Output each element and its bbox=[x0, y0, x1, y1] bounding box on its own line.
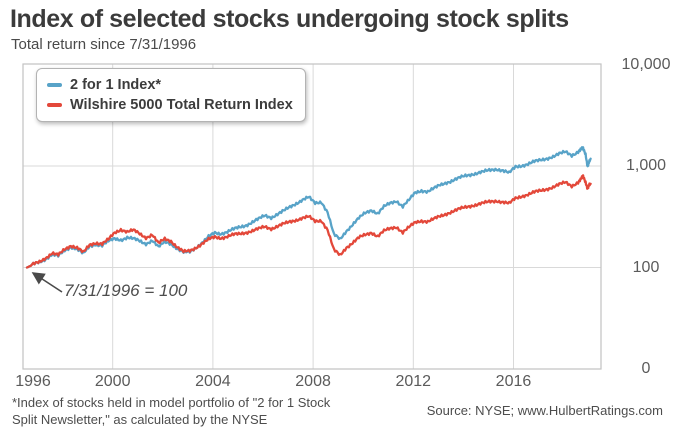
legend-swatch-icon bbox=[47, 103, 62, 107]
gridlines bbox=[22, 63, 602, 370]
series-lines bbox=[25, 146, 592, 269]
series-line-wilshire-5000 bbox=[25, 174, 592, 269]
legend: 2 for 1 Index* Wilshire 5000 Total Return… bbox=[36, 68, 306, 122]
footnote-line-1: *Index of stocks held in model portfolio… bbox=[12, 395, 331, 410]
page-subtitle: Total return since 7/31/1996 bbox=[11, 36, 197, 53]
x-axis-label: 2008 bbox=[295, 373, 331, 390]
x-axis-label: 2000 bbox=[94, 373, 131, 390]
y-axis-label: 10,000 bbox=[621, 55, 671, 73]
x-axis-label: 2016 bbox=[495, 373, 532, 390]
legend-item: Wilshire 5000 Total Return Index bbox=[47, 95, 293, 115]
annotation-arrow bbox=[31, 272, 63, 293]
legend-item: 2 for 1 Index* bbox=[47, 75, 293, 95]
legend-label: 2 for 1 Index* bbox=[70, 77, 162, 93]
legend-swatch-icon bbox=[47, 83, 62, 87]
y-axis-label: 100 bbox=[632, 258, 660, 276]
x-axis-label: 2004 bbox=[195, 373, 231, 390]
series-line-2-for-1-index bbox=[25, 146, 592, 269]
plot-border bbox=[22, 63, 602, 370]
footnote: *Index of stocks held in model portfolio… bbox=[12, 394, 330, 428]
footnote-line-2: Split Newsletter," as calculated by the … bbox=[12, 412, 268, 427]
source-credit: Source: NYSE; www.HulbertRatings.com bbox=[426, 403, 663, 418]
page-title: Index of selected stocks undergoing stoc… bbox=[10, 5, 569, 33]
base-annotation: 7/31/1996 = 100 bbox=[64, 281, 188, 300]
x-axis-label: 2012 bbox=[395, 373, 432, 390]
legend-label: Wilshire 5000 Total Return Index bbox=[70, 97, 293, 113]
y-axis-label: 0 bbox=[641, 360, 651, 377]
x-axis-label: 1996 bbox=[15, 373, 51, 390]
y-axis-label: 1,000 bbox=[625, 157, 667, 174]
